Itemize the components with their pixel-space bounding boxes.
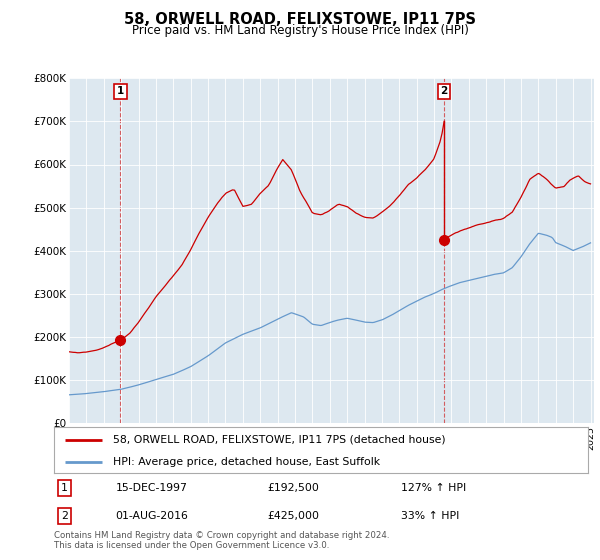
- Text: 1: 1: [61, 483, 68, 493]
- Text: £192,500: £192,500: [268, 483, 319, 493]
- Text: 127% ↑ HPI: 127% ↑ HPI: [401, 483, 466, 493]
- Text: 2: 2: [440, 86, 448, 96]
- Text: Contains HM Land Registry data © Crown copyright and database right 2024.
This d: Contains HM Land Registry data © Crown c…: [54, 531, 389, 550]
- Text: 2: 2: [61, 511, 68, 521]
- Text: HPI: Average price, detached house, East Suffolk: HPI: Average price, detached house, East…: [113, 456, 380, 466]
- Text: 15-DEC-1997: 15-DEC-1997: [115, 483, 187, 493]
- Text: 1: 1: [117, 86, 124, 96]
- Text: 01-AUG-2016: 01-AUG-2016: [115, 511, 188, 521]
- Text: Price paid vs. HM Land Registry's House Price Index (HPI): Price paid vs. HM Land Registry's House …: [131, 24, 469, 37]
- Text: 33% ↑ HPI: 33% ↑ HPI: [401, 511, 460, 521]
- Text: 58, ORWELL ROAD, FELIXSTOWE, IP11 7PS: 58, ORWELL ROAD, FELIXSTOWE, IP11 7PS: [124, 12, 476, 27]
- Text: £425,000: £425,000: [268, 511, 320, 521]
- Text: 58, ORWELL ROAD, FELIXSTOWE, IP11 7PS (detached house): 58, ORWELL ROAD, FELIXSTOWE, IP11 7PS (d…: [113, 435, 445, 445]
